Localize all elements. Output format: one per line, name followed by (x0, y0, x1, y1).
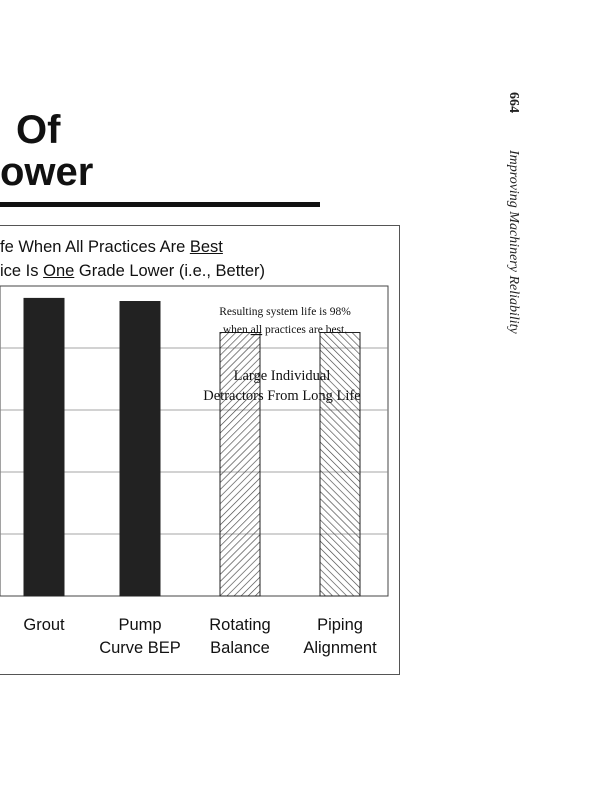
annotation-note-part: practices are best. (262, 324, 347, 336)
chart-title-line-2-text-a: ice Is (0, 262, 44, 280)
chart-title-line-2-text-b: Grade Lower (i.e., Better) (74, 262, 266, 280)
bar-chart: Grout Pump Curve BEP Rotating Balance Piping A… (0, 285, 389, 657)
bar-0 (23, 297, 65, 597)
chart-title-line-2: ice Is One Grade Lower (i.e., Better) (0, 262, 265, 281)
chart-title-best: Best (189, 238, 223, 256)
chart-frame (0, 225, 400, 675)
annotation-note-part: all (251, 324, 263, 336)
category-label: Curve BEP (99, 639, 181, 657)
category-label: Rotating (209, 616, 270, 634)
bar-3 (319, 332, 361, 597)
bar-2 (219, 332, 261, 597)
category-label: Pump (118, 616, 161, 634)
category-label: Alignment (303, 639, 377, 657)
chart-title-one: One (43, 262, 75, 280)
page-heading-line-2: ower (0, 150, 94, 194)
chart-title-line-1-text: fe When All Practices Are (0, 238, 190, 256)
annotation-note-line-2: when all practices are best. (223, 324, 347, 336)
bar-1 (119, 301, 161, 597)
plot-area (0, 285, 389, 597)
chart-title-line-1: fe When All Practices Are Best (0, 238, 223, 257)
category-label: Balance (210, 639, 270, 657)
page-heading-line-1: Of (16, 108, 61, 152)
annotation-note-line-1: Resulting system life is 98% (219, 306, 351, 318)
category-label: Grout (23, 616, 65, 634)
page-number: 664 (506, 92, 521, 113)
running-title: Improving Machinery Reliability (506, 150, 521, 334)
annotation-note-part: when (223, 324, 251, 336)
heading-rule (0, 202, 320, 207)
annotation-detractors-line-1: Large Individual (234, 368, 331, 384)
category-label: Piping (317, 616, 363, 634)
annotation-detractors-line-2: Detractors From Long Life (203, 388, 360, 404)
